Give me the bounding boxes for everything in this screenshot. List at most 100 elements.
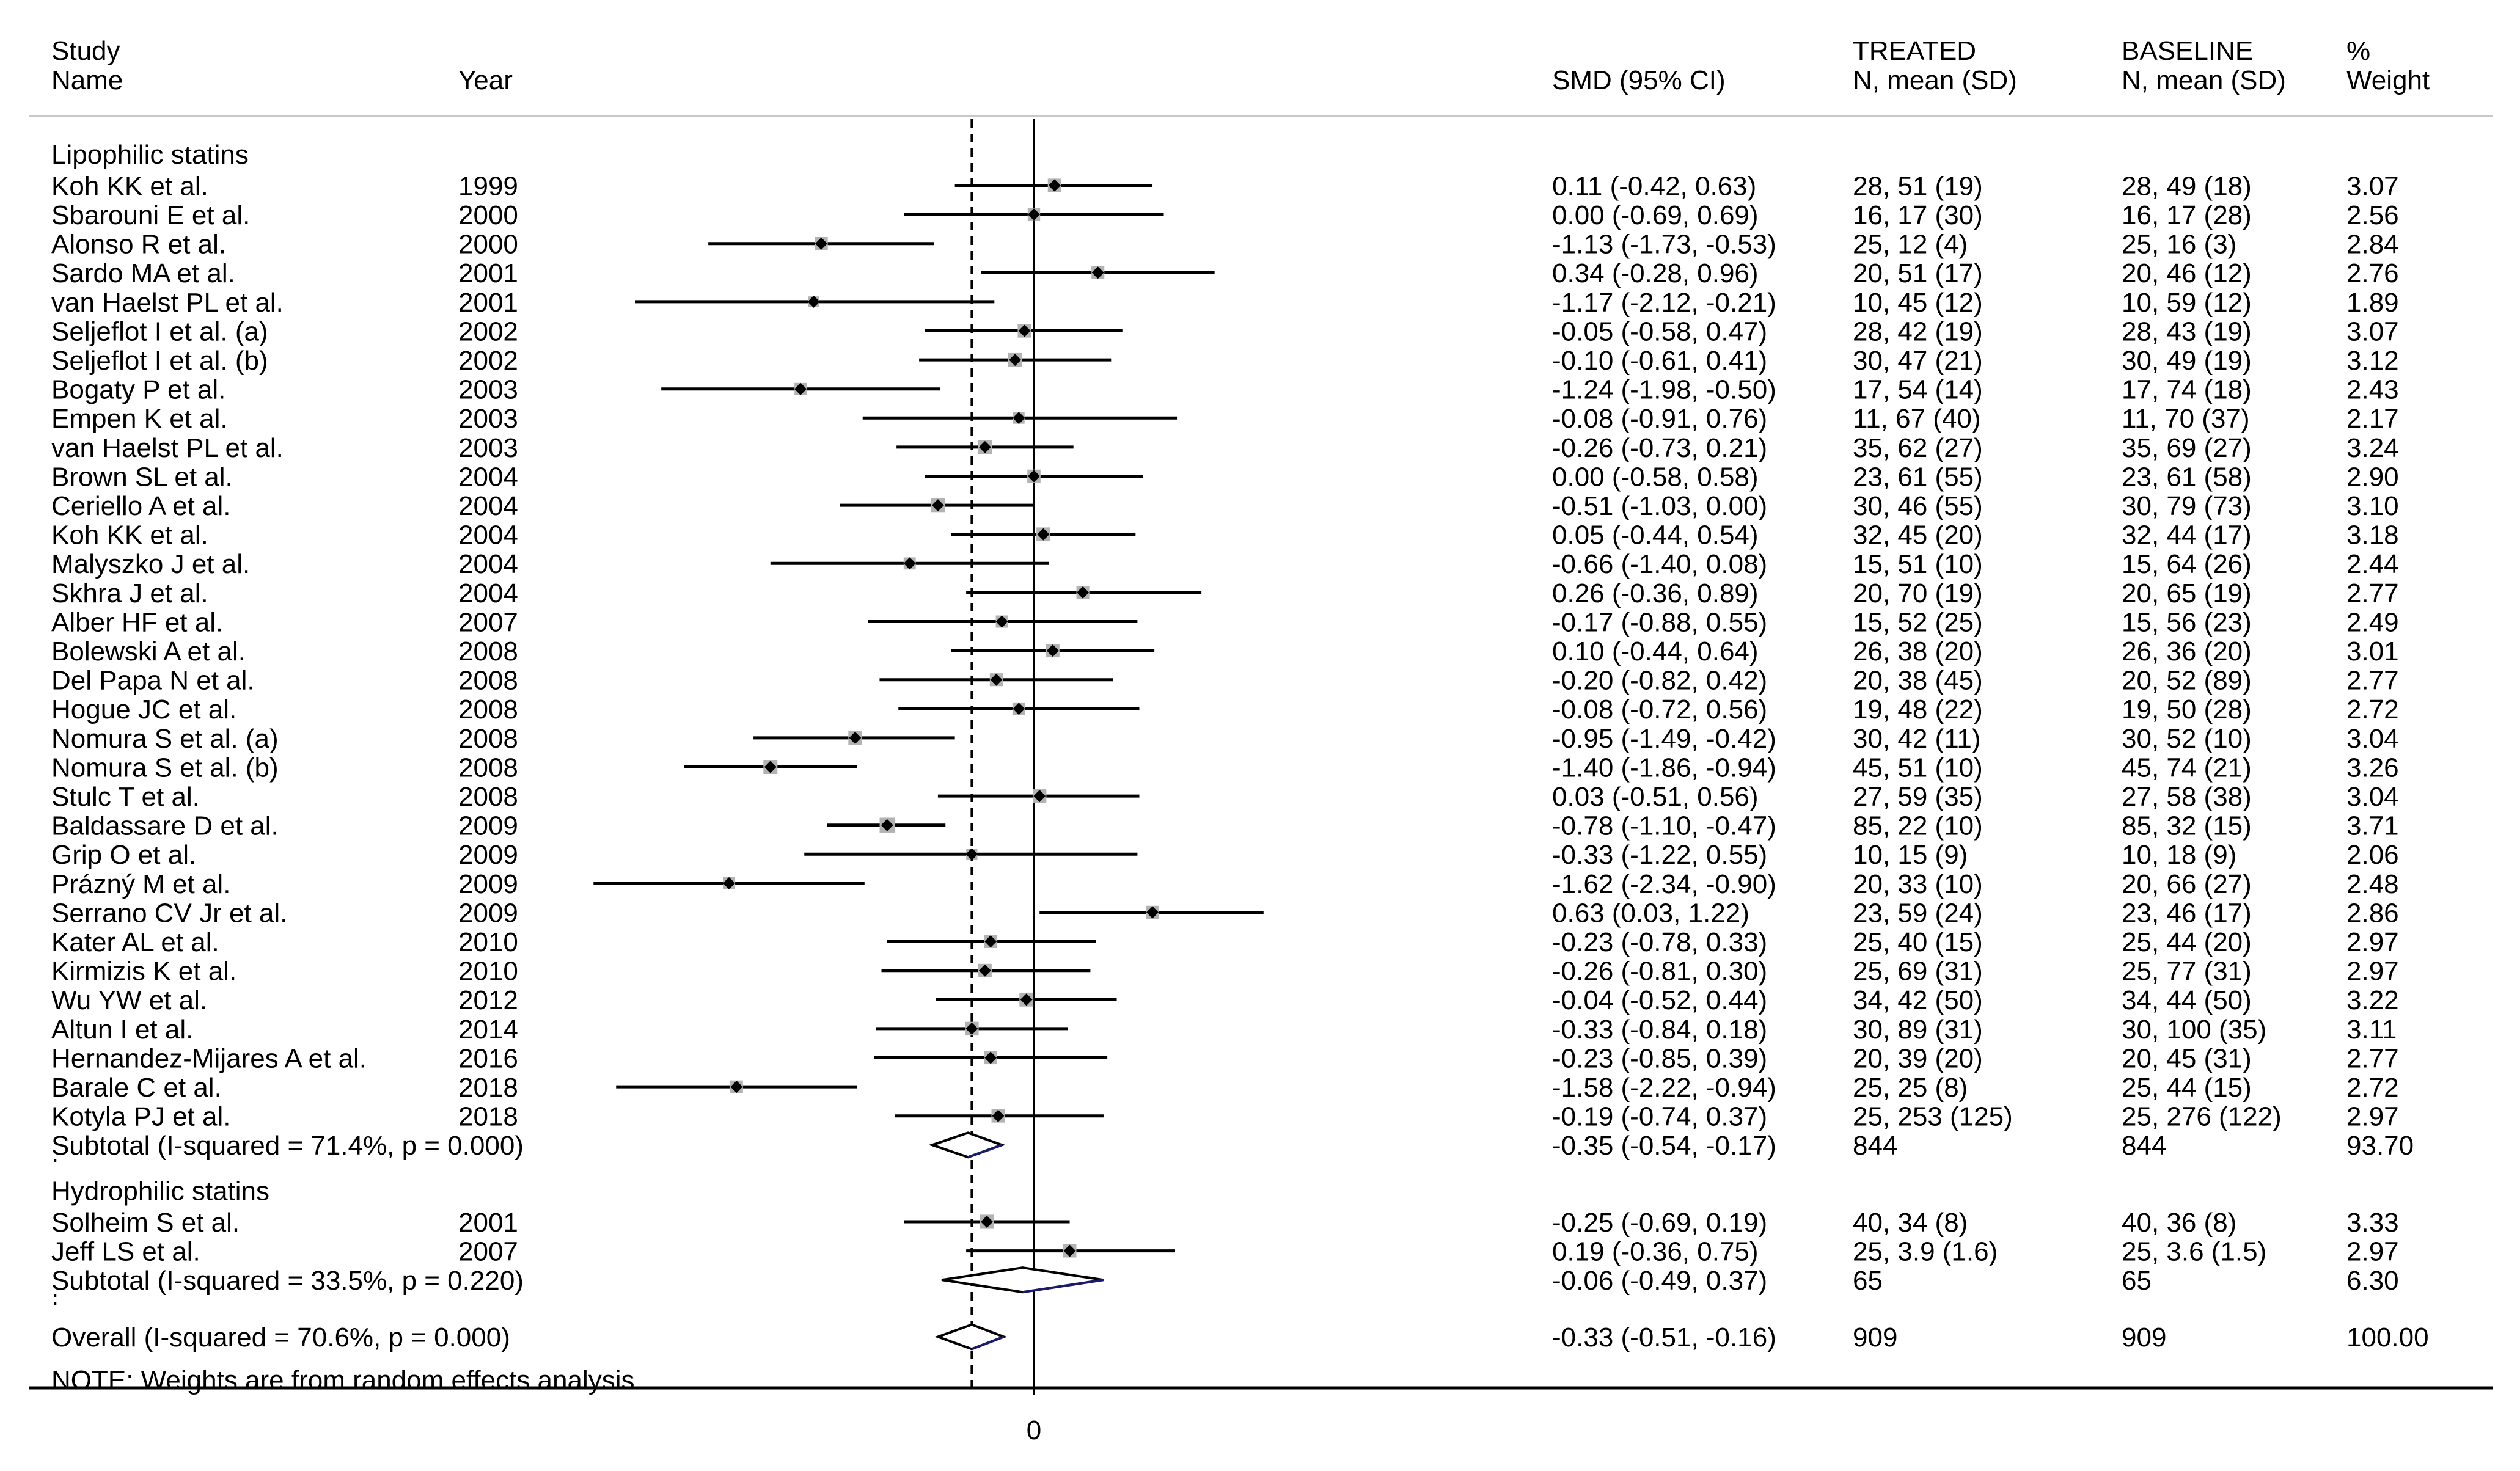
- study-ci: 0.63 (0.03, 1.22): [1552, 898, 1749, 928]
- group-heading: Lipophilic statins: [51, 140, 249, 170]
- study-ci: -0.23 (-0.78, 0.33): [1552, 927, 1767, 957]
- study-ci: 0.11 (-0.42, 0.63): [1552, 171, 1756, 201]
- study-name: Skhra J et al.: [51, 579, 208, 608]
- study-treated: 23, 61 (55): [1853, 462, 1983, 492]
- study-name: Del Papa N et al.: [51, 666, 255, 696]
- study-weight: 2.97: [2346, 1102, 2399, 1132]
- study-year: 2004: [458, 549, 518, 579]
- study-ci: -0.66 (-1.40, 0.08): [1552, 549, 1767, 579]
- study-year: 2008: [458, 724, 518, 754]
- study-weight: 3.12: [2346, 346, 2399, 376]
- study-year: 2001: [458, 258, 518, 288]
- study-year: 2002: [458, 346, 518, 376]
- study-name: Bogaty P et al.: [51, 375, 225, 405]
- study-baseline: 30, 79 (73): [2122, 491, 2252, 521]
- study-year: 2000: [458, 230, 518, 260]
- study-baseline: 15, 64 (26): [2122, 549, 2252, 579]
- note-text: NOTE: Weights are from random effects an…: [51, 1365, 635, 1395]
- study-treated: 20, 38 (45): [1853, 666, 1983, 696]
- study-treated: 15, 51 (10): [1853, 549, 1983, 579]
- study-year: 2009: [458, 811, 518, 841]
- study-baseline: 34, 44 (50): [2122, 985, 2252, 1015]
- study-treated: 35, 62 (27): [1853, 433, 1983, 463]
- study-ci: 0.19 (-0.36, 0.75): [1552, 1236, 1759, 1266]
- study-ci: 0.26 (-0.36, 0.89): [1552, 579, 1759, 608]
- study-baseline: 45, 74 (21): [2122, 753, 2252, 783]
- study-treated: 23, 59 (24): [1853, 898, 1983, 928]
- study-year: 2004: [458, 462, 518, 492]
- study-ci: -0.33 (-1.22, 0.55): [1552, 840, 1767, 870]
- study-year: 2001: [458, 1208, 518, 1238]
- study-treated: 20, 51 (17): [1853, 258, 1983, 288]
- study-name: Alonso R et al.: [51, 230, 226, 260]
- study-ci: -0.23 (-0.85, 0.39): [1552, 1043, 1767, 1073]
- study-year: 2010: [458, 927, 518, 957]
- study-name: Alber HF et al.: [51, 607, 223, 637]
- study-treated: 30, 42 (11): [1853, 724, 1981, 754]
- study-name: Kotyla PJ et al.: [51, 1102, 230, 1132]
- study-weight: 2.43: [2346, 375, 2399, 405]
- study-ci: -0.25 (-0.69, 0.19): [1552, 1208, 1767, 1238]
- study-name: Ceriello A et al.: [51, 491, 231, 521]
- study-year: 2003: [458, 404, 518, 434]
- study-year: 1999: [458, 171, 518, 201]
- forest-plot: Study Name Year SMD (95% CI) TREATED N, …: [0, 0, 2520, 1471]
- spacer-dot: .: [51, 1282, 59, 1312]
- study-weight: 3.33: [2346, 1208, 2399, 1238]
- header-weight-line1: %: [2346, 36, 2370, 66]
- study-weight: 2.77: [2346, 579, 2399, 608]
- study-baseline: 17, 74 (18): [2122, 375, 2252, 405]
- study-baseline: 19, 50 (28): [2122, 695, 2252, 725]
- header-study-line2: Name: [51, 65, 123, 95]
- study-treated: 20, 70 (19): [1853, 579, 1983, 608]
- study-year: 2008: [458, 782, 518, 812]
- study-name: Kirmizis K et al.: [51, 957, 236, 987]
- study-treated: 20, 39 (20): [1853, 1043, 1983, 1073]
- study-baseline: 10, 59 (12): [2122, 288, 2252, 318]
- study-treated: 32, 45 (20): [1853, 520, 1983, 550]
- study-treated: 27, 59 (35): [1853, 782, 1983, 812]
- study-ci: -0.19 (-0.74, 0.37): [1552, 1102, 1767, 1132]
- study-year: 2002: [458, 316, 518, 346]
- study-ci: -0.26 (-0.73, 0.21): [1552, 433, 1767, 463]
- subtotal-row-label: Subtotal (I-squared = 71.4%, p = 0.000): [51, 1131, 524, 1161]
- study-year: 2010: [458, 957, 518, 987]
- overall-row-diamond: [938, 1324, 1004, 1349]
- study-year: 2009: [458, 869, 518, 899]
- study-treated: 17, 54 (14): [1853, 375, 1983, 405]
- study-name: Nomura S et al. (b): [51, 753, 279, 783]
- study-baseline: 30, 49 (19): [2122, 346, 2252, 376]
- study-baseline: 11, 70 (37): [2122, 404, 2250, 434]
- study-ci: -0.04 (-0.52, 0.44): [1552, 985, 1767, 1015]
- subtotal-row-treated: 844: [1853, 1131, 1897, 1161]
- study-year: 2007: [458, 1236, 518, 1266]
- study-treated: 30, 47 (21): [1853, 346, 1983, 376]
- subtotal-row-label: Subtotal (I-squared = 33.5%, p = 0.220): [51, 1266, 524, 1296]
- subtotal-row-ci: -0.06 (-0.49, 0.37): [1552, 1266, 1767, 1296]
- study-name: Sbarouni E et al.: [51, 200, 250, 230]
- study-year: 2018: [458, 1102, 518, 1132]
- study-weight: 2.97: [2346, 927, 2399, 957]
- study-weight: 2.97: [2346, 957, 2399, 987]
- study-name: Brown SL et al.: [51, 462, 233, 492]
- study-name: van Haelst PL et al.: [51, 433, 284, 463]
- study-weight: 3.07: [2346, 316, 2399, 346]
- study-weight: 3.10: [2346, 491, 2399, 521]
- overall-row-label: Overall (I-squared = 70.6%, p = 0.000): [51, 1323, 510, 1352]
- overall-row-diamond-shape: [938, 1324, 1004, 1349]
- study-name: Wu YW et al.: [51, 985, 207, 1015]
- study-treated: 30, 89 (31): [1853, 1015, 1983, 1045]
- subtotal-row-ci: -0.35 (-0.54, -0.17): [1552, 1131, 1776, 1161]
- study-baseline: 32, 44 (17): [2122, 520, 2252, 550]
- x-tick-label: 0: [1027, 1415, 1041, 1445]
- study-year: 2003: [458, 433, 518, 463]
- study-ci: -1.40 (-1.86, -0.94): [1552, 753, 1776, 783]
- header-weight-line2: Weight: [2346, 65, 2430, 95]
- study-baseline: 20, 52 (89): [2122, 666, 2252, 696]
- study-baseline: 15, 56 (23): [2122, 607, 2252, 637]
- study-year: 2008: [458, 753, 518, 783]
- study-year: 2008: [458, 666, 518, 696]
- study-ci: -0.05 (-0.58, 0.47): [1552, 316, 1767, 346]
- study-treated: 34, 42 (50): [1853, 985, 1983, 1015]
- study-weight: 2.72: [2346, 695, 2399, 725]
